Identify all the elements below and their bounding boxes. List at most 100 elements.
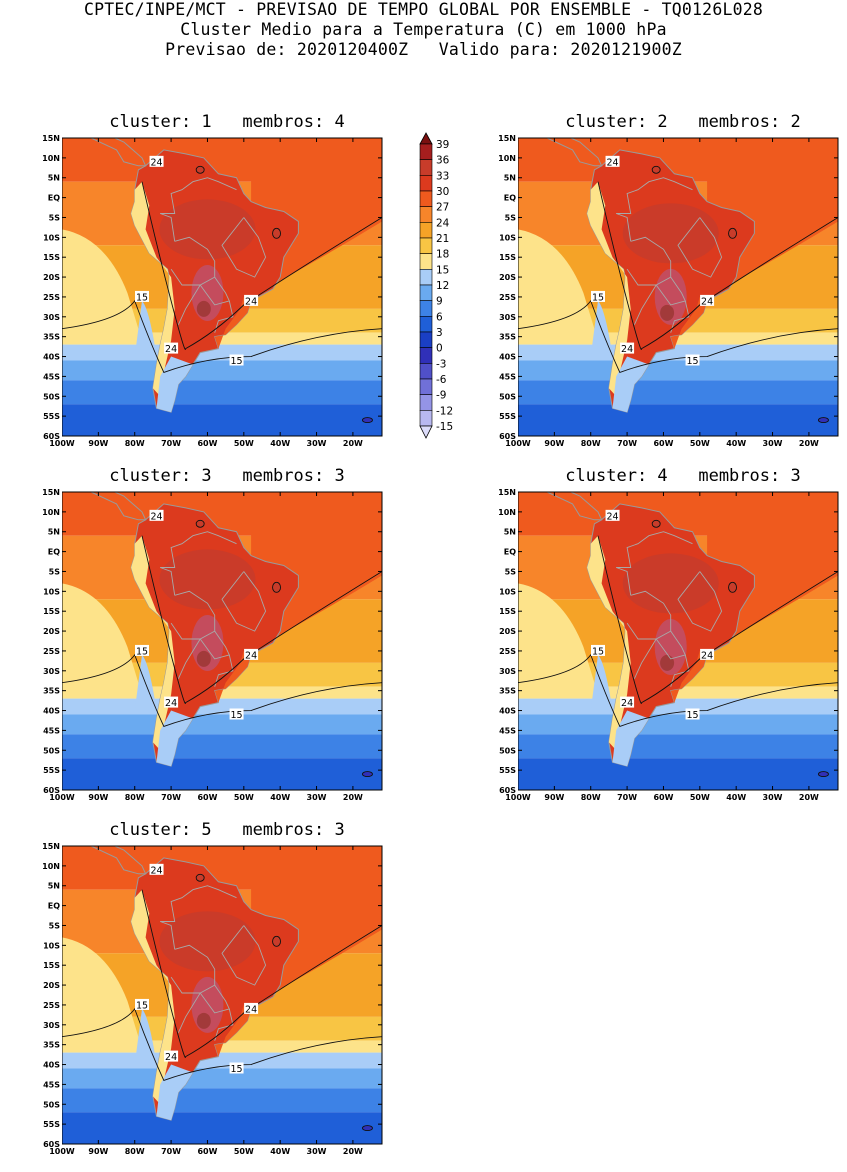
map-axis-labels: 15N 10N 5N EQ 5S 10S 15S 20S 25S 30S 35S 40S 45S 50S 5…	[42, 488, 363, 802]
lat-tick-label: 30S	[499, 667, 516, 676]
contour-label: 24	[701, 650, 713, 661]
lon-tick-label: 30W	[307, 1147, 327, 1156]
contour-label: 24	[165, 698, 177, 709]
colorbar-label: 30	[436, 186, 449, 198]
lat-tick-label: 30S	[43, 1021, 60, 1030]
lat-tick-label: 50S	[43, 392, 60, 401]
map-axis-labels: 15N 10N 5N EQ 5S 10S 15S 20S 25S 30S 35S 40S 45S 50S 5…	[498, 488, 819, 802]
colorbar-swatch	[419, 394, 433, 411]
colorbar-swatch	[419, 206, 433, 223]
lat-tick-label: 30S	[499, 313, 516, 322]
lon-tick-label: 20W	[799, 793, 819, 802]
contour-label: 15	[230, 1064, 242, 1075]
lat-tick-label: 60S	[43, 786, 60, 795]
map-axis-labels: 15N 10N 5N EQ 5S 10S 15S 20S 25S 30S 35S 40S 45S 50S 5…	[498, 134, 819, 448]
lon-tick-label: 100W	[49, 439, 75, 448]
lat-tick-label: 35S	[43, 333, 60, 342]
lat-tick-label: 15S	[43, 961, 60, 970]
colorbar-swatch	[419, 269, 433, 286]
lat-tick-label: 10S	[499, 233, 516, 242]
contour-label: 24	[245, 1004, 257, 1015]
lat-tick-label: 10N	[498, 508, 516, 517]
colorbar-label: -6	[436, 374, 447, 386]
colorbar-label: 6	[436, 311, 443, 323]
lat-tick-label: EQ	[504, 194, 516, 203]
lon-tick-label: 70W	[161, 793, 181, 802]
contour-label: 24	[621, 344, 633, 355]
lon-tick-label: 60W	[197, 439, 217, 448]
contour-label: 15	[136, 646, 148, 657]
lon-tick-label: 70W	[161, 439, 181, 448]
lon-tick-label: 60W	[653, 793, 673, 802]
temperature-colorbar: 39 36 33 30 27 24 21 18 15 12 9 6 3 0 -3 -6 -9 -12 -15	[418, 130, 478, 450]
colorbar-swatch	[419, 378, 433, 395]
colorbar-label: -3	[436, 358, 446, 370]
lat-tick-label: 15N	[42, 842, 60, 851]
lat-tick-label: 35S	[43, 687, 60, 696]
colorbar-label: 12	[436, 280, 449, 292]
colorbar-swatch	[419, 331, 433, 348]
lat-tick-label: 45S	[43, 1080, 60, 1089]
colorbar-swatch	[419, 190, 433, 207]
colorbar-swatch	[419, 253, 433, 270]
lat-tick-label: 5S	[505, 567, 517, 576]
lon-tick-label: 90W	[544, 439, 564, 448]
lat-tick-label: 45S	[43, 726, 60, 735]
colorbar-label: 18	[436, 249, 449, 261]
map-axis-labels: 15N 10N 5N EQ 5S 10S 15S 20S 25S 30S 35S 40S 45S 50S 5…	[42, 842, 363, 1156]
temperature-map: 24 24 24 15 15	[62, 137, 383, 437]
lon-tick-label: 70W	[617, 439, 637, 448]
lat-tick-label: EQ	[48, 194, 60, 203]
lat-tick-label: 15S	[499, 253, 516, 262]
colorbar-label: -9	[436, 390, 446, 402]
cluster-4-panel: cluster: 4 membros: 3 24 24 24 15 15 15N 10N 5N…	[498, 466, 847, 806]
lat-tick-label: EQ	[48, 548, 60, 557]
contour-label: 15	[230, 356, 242, 367]
lat-tick-label: 10N	[42, 154, 60, 163]
colorbar-swatch	[419, 143, 433, 160]
lat-tick-label: 35S	[43, 1041, 60, 1050]
colorbar-label: 36	[436, 155, 450, 167]
lon-tick-label: 70W	[161, 1147, 181, 1156]
lat-tick-label: 10S	[499, 587, 516, 596]
contour-label: 24	[621, 698, 633, 709]
lon-tick-label: 40W	[726, 793, 746, 802]
map-axis-labels: 15N 10N 5N EQ 5S 10S 15S 20S 25S 30S 35S 40S 45S 50S 5…	[42, 134, 363, 448]
lat-tick-label: 40S	[43, 707, 60, 716]
lat-tick-label: 40S	[499, 353, 516, 362]
lat-tick-label: 40S	[499, 707, 516, 716]
colorbar-swatch	[419, 410, 433, 427]
panel-title: cluster: 3 membros: 3	[109, 466, 345, 486]
lat-tick-label: 20S	[499, 273, 516, 282]
lat-tick-label: 50S	[43, 1100, 60, 1109]
cluster-1-panel: cluster: 1 membros: 4 24 24 24 15 15 15N 10N 5N…	[42, 112, 392, 452]
colorbar-swatch	[419, 175, 433, 192]
lat-tick-label: 5S	[49, 567, 61, 576]
cluster-3-panel: cluster: 3 membros: 3 24 24 24 15 15 15N 10N 5N…	[42, 466, 392, 806]
lat-tick-label: 40S	[43, 353, 60, 362]
lon-tick-label: 50W	[234, 439, 254, 448]
lon-tick-label: 90W	[88, 793, 108, 802]
lon-tick-label: 100W	[505, 439, 531, 448]
lat-tick-label: 60S	[43, 1140, 60, 1149]
lat-tick-label: 10S	[43, 587, 60, 596]
lat-tick-label: 30S	[43, 313, 60, 322]
colorbar-label: 0	[436, 343, 443, 355]
lon-tick-label: 30W	[763, 439, 783, 448]
colorbar-label: 24	[436, 217, 450, 229]
lon-tick-label: 80W	[125, 793, 145, 802]
panel-title: cluster: 4 membros: 3	[565, 466, 801, 486]
colorbar-swatch	[419, 300, 433, 317]
lat-tick-label: 50S	[499, 392, 516, 401]
temperature-map: 24 24 24 15 15	[62, 491, 383, 791]
lat-tick-label: 45S	[43, 372, 60, 381]
contour-label: 15	[230, 710, 242, 721]
contour-label: 15	[686, 356, 698, 367]
cluster-5-panel: cluster: 5 membros: 3 24 24 24 15 15 15N 10N 5N…	[42, 820, 392, 1160]
lat-tick-label: 55S	[43, 766, 60, 775]
lat-tick-label: 25S	[499, 293, 516, 302]
lon-tick-label: 50W	[690, 793, 710, 802]
contour-label: 15	[592, 292, 604, 303]
panel-title: cluster: 5 membros: 3	[109, 820, 345, 840]
lon-tick-label: 90W	[88, 439, 108, 448]
